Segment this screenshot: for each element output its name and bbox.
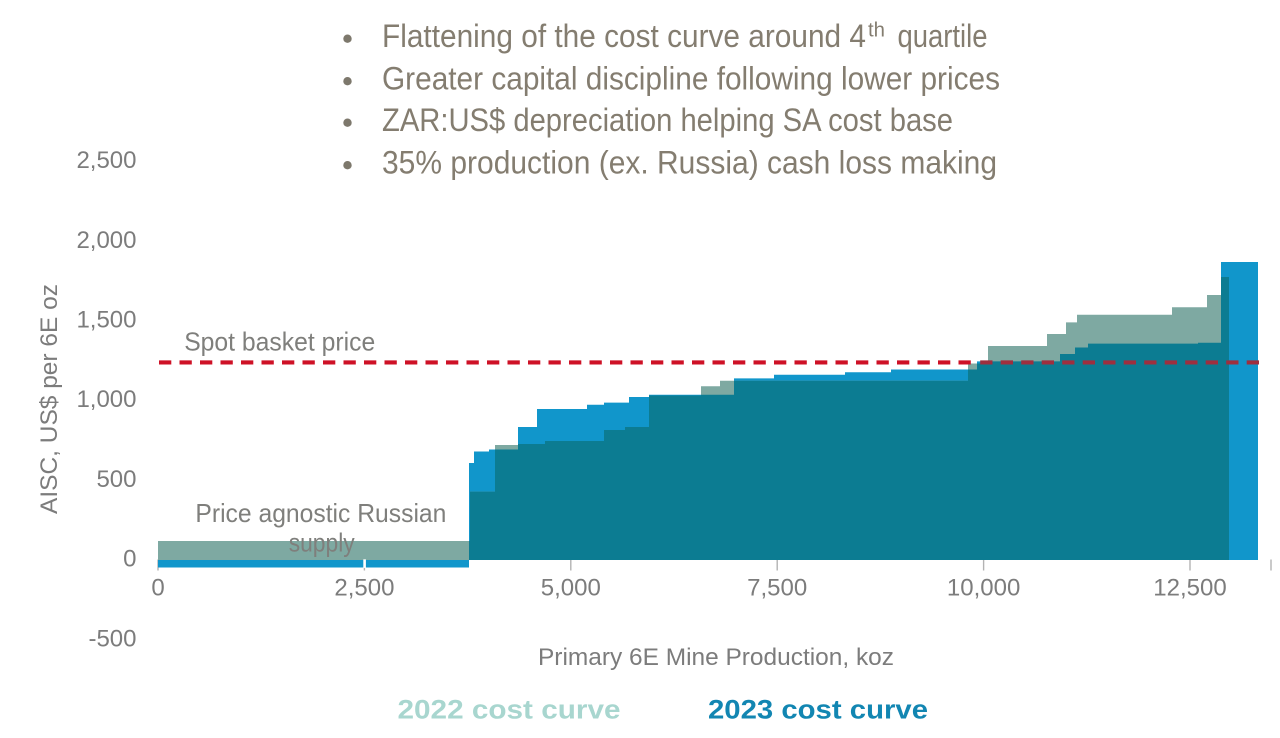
svg-text:Spot basket price: Spot basket price (184, 327, 375, 357)
svg-text:quartile: quartile (898, 18, 988, 54)
svg-text:2022 cost curve: 2022 cost curve (398, 695, 621, 725)
svg-text:-500: -500 (88, 625, 136, 652)
svg-text:2,500: 2,500 (76, 147, 136, 174)
svg-text:35% production (ex. Russia) ca: 35% production (ex. Russia) cash loss ma… (382, 145, 997, 181)
svg-text:500: 500 (96, 466, 136, 493)
svg-text:2023 cost curve: 2023 cost curve (708, 695, 928, 725)
svg-text:Price agnostic Russian: Price agnostic Russian (195, 498, 446, 528)
svg-text:Primary 6E Mine Production, ko: Primary 6E Mine Production, koz (538, 644, 894, 671)
svg-text:AISC, US$ per 6E oz: AISC, US$ per 6E oz (36, 284, 63, 514)
svg-text:Flattening of the cost curve a: Flattening of the cost curve around 4 (382, 18, 866, 54)
svg-text:2,500: 2,500 (334, 575, 394, 602)
svg-text:10,000: 10,000 (947, 575, 1020, 602)
svg-text:0: 0 (123, 546, 136, 573)
svg-text:ZAR:US$ depreciation helping S: ZAR:US$ depreciation helping SA cost bas… (382, 102, 953, 138)
svg-text:12,500: 12,500 (1153, 575, 1226, 602)
svg-text:5,000: 5,000 (541, 575, 601, 602)
svg-text:0: 0 (151, 575, 164, 602)
svg-text:supply: supply (289, 528, 355, 558)
svg-text:2,000: 2,000 (76, 227, 136, 254)
svg-text:7,500: 7,500 (747, 575, 807, 602)
svg-text:1,500: 1,500 (76, 307, 136, 334)
svg-text:1,000: 1,000 (76, 386, 136, 413)
svg-text:Greater capital discipline fol: Greater capital discipline following low… (382, 61, 1000, 97)
svg-text:th: th (868, 20, 885, 42)
